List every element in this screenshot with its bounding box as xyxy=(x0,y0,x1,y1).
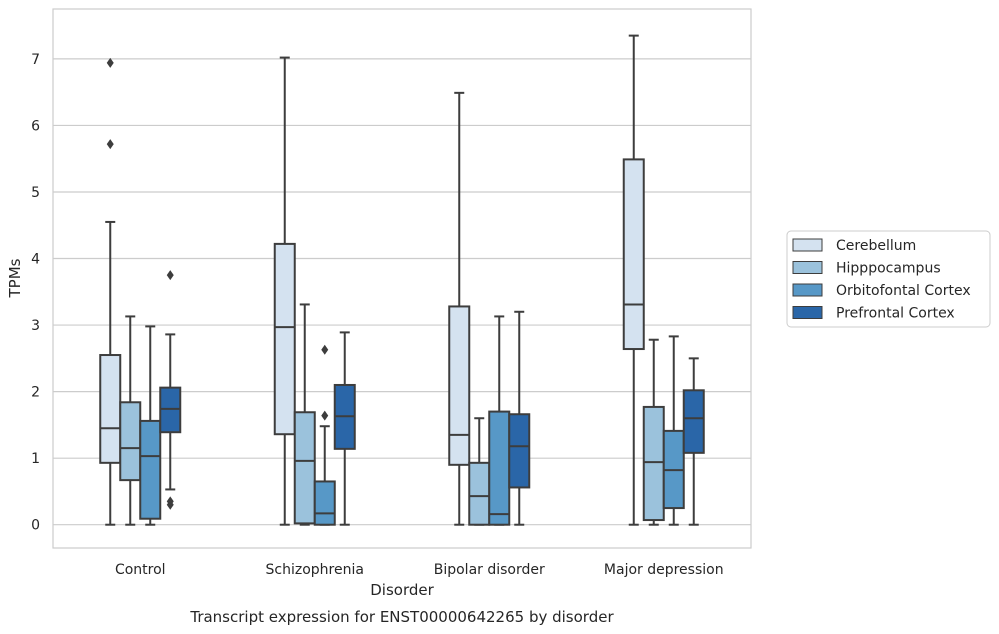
legend-swatch xyxy=(792,283,823,297)
box-iqr xyxy=(139,419,162,520)
box-cerebellum-1 xyxy=(273,56,296,526)
legend-swatch xyxy=(792,306,823,319)
box-iqr xyxy=(622,158,645,351)
x-axis-label: Disorder xyxy=(370,581,434,599)
box-hipppocampus-1 xyxy=(293,303,316,526)
box-cerebellum-0 xyxy=(99,57,122,526)
legend-swatch xyxy=(792,238,823,252)
box-prefrontal-cortex-1 xyxy=(333,331,356,526)
legend: Cerebellum Hipppocampus Orbitofontal Corte… xyxy=(786,230,991,328)
outlier-marker xyxy=(166,496,174,507)
box-cerebellum-2 xyxy=(448,91,471,526)
box-orbitofontal-cortex-1 xyxy=(313,344,336,526)
legend-label: Cerebellum xyxy=(836,238,916,254)
box-series xyxy=(99,34,705,526)
legend-frame xyxy=(786,230,991,328)
box-iqr xyxy=(448,305,471,466)
box-orbitofontal-cortex-2 xyxy=(488,315,511,526)
box-orbitofontal-cortex-0 xyxy=(139,325,162,526)
box-iqr xyxy=(682,389,705,454)
box-iqr xyxy=(488,410,511,526)
legend-label: Prefrontal Cortex xyxy=(836,306,955,322)
outlier-marker xyxy=(106,57,114,68)
outlier-marker xyxy=(106,139,114,150)
box-orbitofontal-cortex-3 xyxy=(662,335,685,526)
box-prefrontal-cortex-3 xyxy=(682,357,705,526)
box-iqr xyxy=(99,354,122,464)
legend-swatch xyxy=(792,261,823,274)
y-tick-label: 0 xyxy=(31,518,40,534)
legend-label: Orbitofontal Cortex xyxy=(836,283,971,299)
x-axis-ticks: Control Schizophrenia Bipolar disorder Majo… xyxy=(115,562,724,578)
legend-label: Hipppocampus xyxy=(836,261,941,277)
y-tick-label: 2 xyxy=(31,385,40,401)
y-tick-label: 5 xyxy=(31,185,40,201)
y-tick-label: 3 xyxy=(31,318,40,334)
box-hipppocampus-0 xyxy=(119,315,142,526)
plot-frame xyxy=(52,8,752,549)
outlier-marker xyxy=(321,410,329,421)
box-hipppocampus-3 xyxy=(642,338,665,526)
box-iqr xyxy=(273,242,296,436)
y-tick-label: 1 xyxy=(31,451,40,467)
chart-caption: Transcript expression for ENST0000064226… xyxy=(189,608,614,626)
box-iqr xyxy=(119,401,142,482)
box-iqr xyxy=(313,480,336,526)
box-iqr xyxy=(508,413,531,489)
y-axis-ticks: 0 1 2 3 4 5 6 7 xyxy=(31,52,40,534)
outlier-marker xyxy=(321,344,329,355)
y-axis-label: TPMs xyxy=(6,258,24,298)
x-tick-label: Schizophrenia xyxy=(266,562,364,578)
y-tick-label: 6 xyxy=(31,118,40,134)
box-iqr xyxy=(468,461,491,526)
y-tick-label: 4 xyxy=(31,252,40,268)
box-iqr xyxy=(293,411,316,525)
box-hipppocampus-2 xyxy=(468,417,491,526)
x-tick-label: Major depression xyxy=(604,562,724,578)
box-prefrontal-cortex-0 xyxy=(159,270,182,510)
outlier-marker xyxy=(166,270,174,281)
y-tick-label: 7 xyxy=(31,52,40,68)
box-prefrontal-cortex-2 xyxy=(508,310,531,526)
box-cerebellum-3 xyxy=(622,34,645,526)
box-iqr xyxy=(642,405,665,522)
x-tick-label: Control xyxy=(115,562,166,578)
x-tick-label: Bipolar disorder xyxy=(434,562,545,578)
